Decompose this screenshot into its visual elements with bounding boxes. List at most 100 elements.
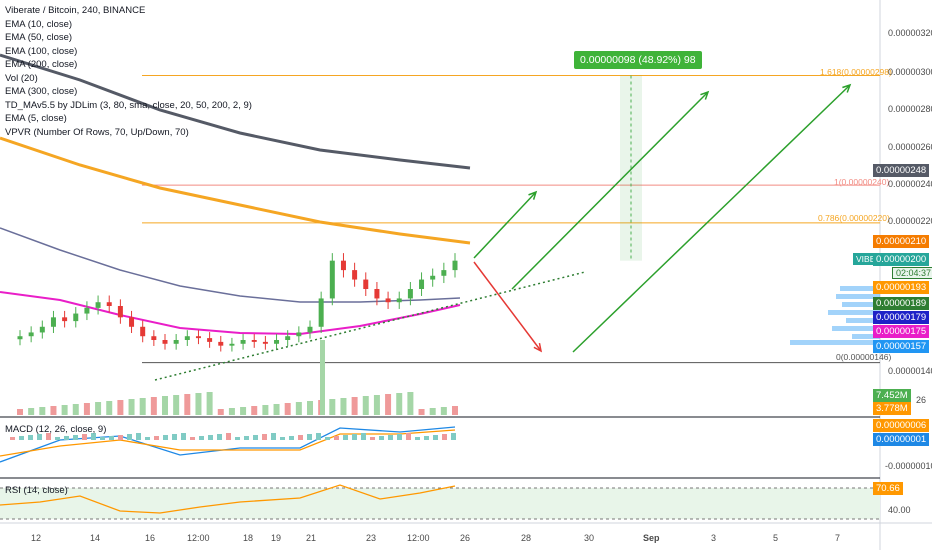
- price-tag-ema100: 0.00000189: [873, 297, 930, 310]
- candle-body: [262, 341, 268, 344]
- macd-histogram-bar: [172, 434, 177, 440]
- candle-body: [229, 343, 235, 346]
- candle-body: [296, 332, 302, 337]
- macd-histogram-bar: [334, 436, 339, 440]
- volume-bar: [106, 401, 113, 415]
- macd-histogram-bar: [415, 437, 420, 440]
- volume-bar: [418, 409, 425, 415]
- macd-histogram-bar: [343, 435, 348, 440]
- candle-body: [173, 340, 179, 344]
- candle-body: [430, 275, 436, 280]
- indicator-ema50[interactable]: EMA (50, close): [5, 32, 73, 43]
- chart-title[interactable]: Viberate / Bitcoin, 240, BINANCE: [5, 5, 146, 16]
- macd-histogram-bar: [127, 434, 132, 440]
- volume-bar: [50, 406, 57, 415]
- macd-histogram-bar: [316, 433, 321, 440]
- macd-line: [0, 426, 456, 463]
- candle-body: [84, 307, 90, 314]
- indicator-ema300[interactable]: EMA (300, close): [5, 86, 78, 97]
- candle-body: [419, 279, 425, 289]
- indicator-ema200[interactable]: EMA (200, close): [5, 59, 78, 70]
- rsi-legend[interactable]: RSI (14, close): [5, 485, 68, 496]
- macd-histogram-bar: [226, 433, 231, 440]
- indicator-vpvr[interactable]: VPVR (Number Of Rows, 70, Up/Down, 70): [5, 126, 189, 138]
- candle-body: [117, 306, 123, 318]
- price-tag-last: 0.00000200: [873, 253, 930, 266]
- macd-histogram-bar: [28, 435, 33, 440]
- macd-histogram-bar: [235, 437, 240, 440]
- time-axis-label: 30: [584, 533, 595, 543]
- macd-histogram-bar: [82, 434, 87, 440]
- macd-histogram-bar: [379, 436, 384, 440]
- measure-label[interactable]: 0.00000098 (48.92%) 98: [574, 51, 702, 69]
- macd-histogram-bar: [280, 437, 285, 440]
- macd-histogram-bar: [154, 436, 159, 440]
- time-axis-label: 19: [271, 533, 282, 543]
- macd-legend[interactable]: MACD (12, 26, close, 9): [5, 424, 107, 435]
- candle-body: [28, 332, 34, 337]
- volume-bar: [117, 400, 124, 415]
- macd-histogram-bar: [289, 436, 294, 440]
- volume-bar: [452, 406, 458, 415]
- indicator-ema10[interactable]: EMA (10, close): [5, 18, 73, 30]
- arrow-down-head: [533, 343, 543, 353]
- candle-body: [340, 260, 346, 271]
- vpvr-bar: [836, 294, 880, 299]
- candle-body: [385, 298, 391, 303]
- price-axis-label: 0.00000220: [888, 216, 932, 226]
- candle-body: [396, 298, 402, 303]
- candle-body: [307, 326, 313, 333]
- macd-axis-label: -0.00000010: [885, 461, 932, 471]
- price-axis-label: 0.00000260: [888, 142, 932, 152]
- price-axis-label: 0.00000320: [888, 28, 932, 38]
- macd-histogram-bar: [73, 435, 78, 440]
- candle-body: [17, 336, 23, 340]
- fib-label-1: 1(0.00000240): [834, 177, 890, 187]
- volume-bar: [373, 395, 380, 415]
- candle-body: [184, 336, 190, 340]
- indicator-ema100[interactable]: EMA (100, close): [5, 45, 78, 57]
- time-axis-label: 12: [31, 533, 42, 543]
- rsi-tag: 70.66: [873, 482, 903, 495]
- volume-bar: [217, 409, 224, 415]
- macd-histogram-bar: [55, 437, 60, 440]
- candle-body: [50, 317, 56, 327]
- candle-body: [407, 289, 413, 299]
- volume-bar: [340, 398, 347, 415]
- time-axis-label: 7: [835, 533, 841, 543]
- candle-body: [195, 336, 201, 339]
- vpvr-bar: [790, 340, 880, 345]
- volume-axis-label: 26: [916, 395, 927, 405]
- fib-label-0786: 0.786(0.00000220): [818, 213, 890, 223]
- macd-histogram-bar: [451, 433, 456, 440]
- candle-body: [441, 270, 447, 276]
- vpvr-bar: [842, 302, 880, 307]
- macd-histogram-bar: [262, 434, 267, 440]
- macd-histogram-bar: [199, 436, 204, 440]
- macd-histogram-bar: [388, 435, 393, 440]
- indicator-vol[interactable]: Vol (20): [5, 72, 38, 84]
- price-axis-label: 0.00000300: [888, 67, 932, 77]
- indicator-tdma[interactable]: TD_MAv5.5 by JDLim (3, 80, sma, close, 2…: [5, 99, 252, 111]
- macd-histogram-bar: [181, 433, 186, 440]
- volume-ma-tag: 3.778M: [873, 402, 911, 415]
- candle-body: [151, 336, 157, 340]
- macd-histogram-bar: [307, 434, 312, 440]
- volume-bar: [61, 405, 68, 415]
- candle-body: [162, 340, 168, 344]
- time-axis-label: 12:00: [187, 533, 210, 543]
- candle-body: [285, 336, 291, 340]
- volume-bar: [83, 403, 90, 415]
- macd-tag: 0.00000006: [873, 419, 930, 432]
- candle-body: [251, 340, 257, 342]
- macd-histogram-bar: [190, 437, 195, 440]
- macd-histogram-bar: [145, 437, 150, 440]
- volume-bar: [284, 403, 291, 415]
- arrow-down: [473, 261, 542, 352]
- price-tag-vpvr: 0.00000157: [873, 340, 930, 353]
- indicator-ema5[interactable]: EMA (5, close): [5, 113, 67, 124]
- macd-signal-tag: 0.00000001: [873, 433, 930, 446]
- macd-histogram-bar: [10, 437, 15, 440]
- ema300-line: [0, 53, 471, 170]
